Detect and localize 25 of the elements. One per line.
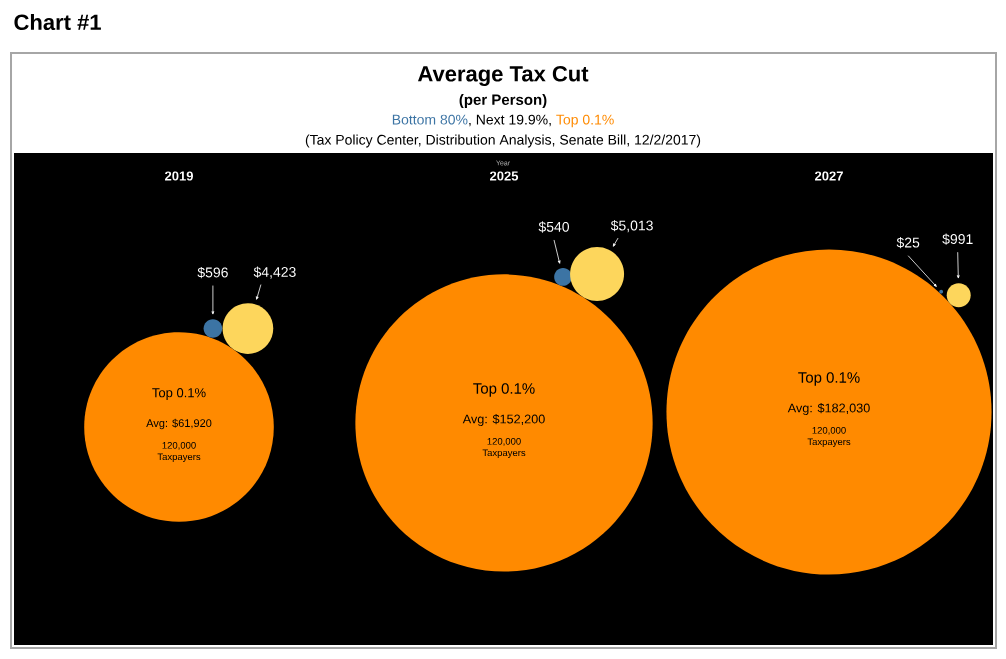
legend-label: Bottom 80% [392, 114, 468, 125]
category-label: 2019 [165, 171, 193, 181]
data-label: $596 [197, 266, 228, 279]
series-label: Top 0.1% [152, 388, 206, 400]
text: Top 0.1% [798, 372, 860, 386]
data-label: $991 [942, 233, 973, 245]
text: 120,000 Taxpayers [482, 437, 526, 458]
data-label: Avg: $61,920 [146, 418, 212, 430]
data-label: $5,013 [610, 219, 653, 233]
text: Top 0.1% [556, 114, 614, 128]
text: Chart #1 [14, 13, 101, 31]
text: , Next 19.9%, [469, 114, 551, 127]
data-label: $540 [538, 221, 570, 233]
data-label: $4,423 [253, 266, 296, 279]
text: 120,000 Taxpayers [157, 441, 201, 462]
data-label: Avg: $152,200 [462, 413, 545, 426]
text: (per Person) [459, 93, 547, 108]
data-label: Avg: $182,030 [787, 402, 870, 415]
category-label: 2027 [815, 171, 843, 181]
category-label: 2025 [490, 171, 519, 181]
text: Top 0.1% [473, 383, 535, 397]
text: 120,000 Taxpayers [807, 426, 851, 447]
data-label: $25 [896, 237, 920, 249]
text: (Tax Policy Center, Distribution Analysis, Senate Bill, 12/2/2017) [305, 134, 701, 148]
text: Average Tax Cut [417, 65, 589, 86]
